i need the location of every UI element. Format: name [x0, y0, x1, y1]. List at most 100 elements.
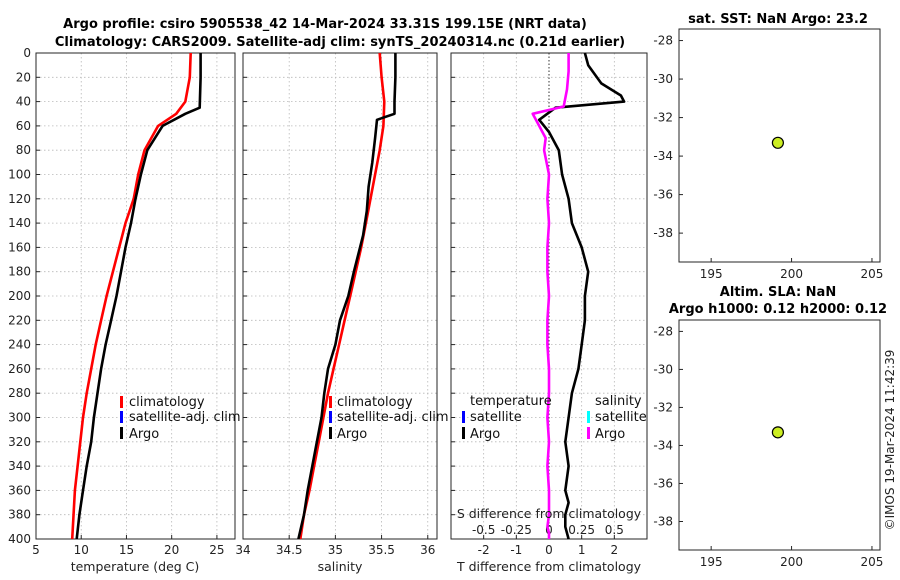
sla-map-title-line2: Argo h1000: 0.12 h2000: 0.12 — [669, 302, 887, 317]
sst-map-panel: -28 -30 -32 -34 -36 -38 195 200 205 — [653, 28, 884, 281]
figure-title-line1: Argo profile: csiro 5905538_42 14-Mar-20… — [63, 17, 587, 32]
legend-label-argo: Argo — [337, 427, 367, 442]
y-tick-label: 80 — [16, 143, 31, 157]
difference-legend: temperature satellite Argo salinity sate… — [462, 394, 647, 442]
map-frame — [678, 319, 881, 551]
difference-panel: -2 -1 0 1 2-0.5 -0.25 0 0.25 0.5 — [450, 52, 648, 557]
series-line-argo — [297, 53, 397, 540]
sla-map-title-line1: Altim. SLA: NaN — [720, 285, 836, 300]
x-tick-label-salinity: -0.25 — [501, 523, 532, 537]
series-line-t-argo — [537, 52, 626, 540]
map-frame — [678, 28, 881, 263]
series-line-s-argo — [531, 53, 570, 539]
y-tick-label: 100 — [8, 168, 31, 182]
legend-label-climatology: climatology — [129, 395, 205, 410]
x-tick-label: 35.5 — [368, 543, 395, 557]
salinity-xlabel: salinity — [318, 559, 363, 574]
x-tick-label: -2 — [478, 543, 490, 557]
temperature-xlabel: temperature (deg C) — [71, 559, 200, 574]
y-tick-label: -38 — [653, 226, 673, 240]
legend-label-s-argo: Argo — [595, 427, 625, 442]
x-tick-label: -1 — [510, 543, 522, 557]
legend-swatch-s-satellite — [587, 411, 590, 423]
y-tick-label: -28 — [653, 34, 673, 48]
y-tick-label: 160 — [8, 240, 31, 254]
x-tick-label: 0 — [545, 543, 553, 557]
legend-swatch-argo — [329, 427, 332, 439]
y-tick-label: -32 — [653, 400, 673, 414]
y-tick-label: 180 — [8, 265, 31, 279]
sst-map-title: sat. SST: NaN Argo: 23.2 — [688, 12, 868, 27]
series-line-climatology — [299, 52, 386, 540]
legend-heading-temperature: temperature — [470, 394, 552, 409]
x-tick-label: 35 — [328, 543, 343, 557]
legend-label-satellite-adj: satellite-adj. clim — [337, 410, 449, 425]
y-tick-label: -38 — [653, 514, 673, 528]
x-tick-label: 195 — [700, 267, 723, 281]
temperature-legend: climatology satellite-adj. clim Argo — [120, 395, 241, 442]
x-tick-label: 20 — [164, 543, 179, 557]
y-tick-label: 140 — [8, 216, 31, 230]
y-tick-label: 60 — [16, 119, 31, 133]
y-tick-label: 320 — [8, 435, 31, 449]
figure-title-line2: Climatology: CARS2009. Satellite-adj cli… — [55, 35, 625, 50]
legend-swatch-climatology — [329, 396, 332, 408]
y-tick-label: 340 — [8, 459, 31, 473]
x-tick-label: 200 — [780, 555, 803, 569]
y-tick-label: 220 — [8, 313, 31, 327]
legend-swatch-argo — [120, 427, 123, 439]
y-tick-label: 280 — [8, 386, 31, 400]
t-difference-xlabel: T difference from climatology — [456, 559, 642, 574]
y-tick-label: -32 — [653, 111, 673, 125]
legend-swatch-climatology — [120, 396, 123, 408]
series-line-climatology — [70, 52, 192, 540]
y-tick-label: -36 — [653, 188, 673, 202]
legend-swatch-t-argo — [462, 427, 465, 439]
profile-location-marker — [771, 136, 784, 149]
x-tick-label-salinity: 0.5 — [605, 523, 624, 537]
y-tick-label: 300 — [8, 411, 31, 425]
y-tick-label: 20 — [16, 70, 31, 84]
x-tick-label: 200 — [780, 267, 803, 281]
legend-label-t-argo: Argo — [470, 427, 500, 442]
y-tick-label: -28 — [653, 324, 673, 338]
y-tick-label: 200 — [8, 289, 31, 303]
legend-swatch-s-argo — [587, 427, 590, 439]
imos-watermark: ©IMOS 19-Mar-2024 11:42:39 — [883, 350, 897, 531]
x-tick-label: 1 — [578, 543, 586, 557]
x-tick-label: 205 — [861, 267, 884, 281]
series-line-argo — [75, 53, 202, 540]
salinity-panel: 34 34.5 35 35.5 36 — [235, 52, 438, 557]
temperature-panel: 0 20 40 60 80 100 120 140 160 180 200 220 240 260 280 3… — [8, 46, 236, 557]
x-tick-label: 34 — [235, 543, 250, 557]
y-tick-label: -34 — [653, 438, 673, 452]
y-tick-label: 120 — [8, 192, 31, 206]
x-tick-label-salinity: -0.5 — [472, 523, 495, 537]
x-tick-label: 36 — [420, 543, 435, 557]
x-tick-label: 205 — [861, 555, 884, 569]
x-tick-label: 15 — [119, 543, 134, 557]
y-tick-label: 360 — [8, 483, 31, 497]
legend-label-climatology: climatology — [337, 395, 413, 410]
legend-label-t-satellite: satellite — [470, 410, 522, 425]
legend-swatch-satellite-adj — [329, 411, 332, 423]
x-tick-label: 195 — [700, 555, 723, 569]
legend-label-argo: Argo — [129, 427, 159, 442]
x-tick-label: 34.5 — [276, 543, 303, 557]
profile-location-marker — [771, 426, 784, 439]
x-tick-label: 25 — [209, 543, 224, 557]
y-tick-label: 380 — [8, 508, 31, 522]
s-difference-xlabel: S difference from climatology — [457, 506, 642, 521]
y-tick-label: 0 — [23, 46, 31, 60]
sla-map-panel: -28 -30 -32 -34 -36 -38 195 200 205 — [653, 319, 884, 569]
salinity-legend: climatology satellite-adj. clim Argo — [329, 395, 449, 442]
y-tick-label: -36 — [653, 476, 673, 490]
y-tick-label: 400 — [8, 532, 31, 546]
legend-heading-salinity: salinity — [595, 394, 642, 409]
x-tick-label: 2 — [611, 543, 619, 557]
legend-label-satellite-adj: satellite-adj. clim — [129, 410, 241, 425]
y-tick-label: -30 — [653, 72, 673, 86]
y-tick-label: 240 — [8, 338, 31, 352]
y-tick-label: 40 — [16, 95, 31, 109]
